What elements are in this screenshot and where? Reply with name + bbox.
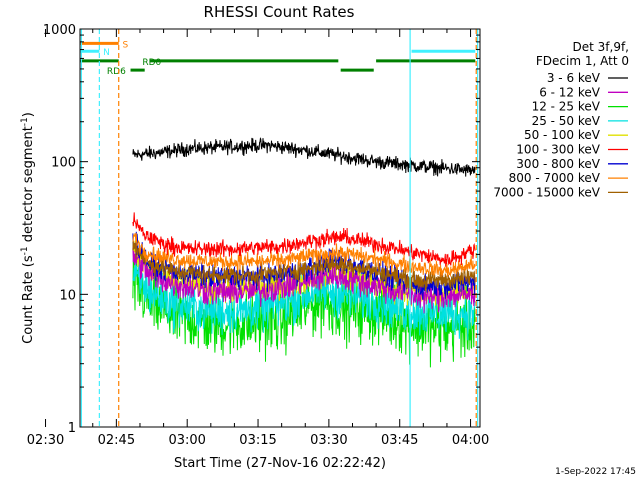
legend-label: 25 - 50 keV <box>532 114 601 128</box>
x-tick-label: 03:45 <box>381 433 418 448</box>
legend-header-2: FDecim 1, Att 0 <box>536 54 629 68</box>
flag-layer: S N RD0 RD6 <box>80 40 476 77</box>
series-layer <box>132 137 476 368</box>
y-tick-label: 10 <box>59 288 76 303</box>
legend-label: 12 - 25 keV <box>532 100 601 114</box>
vline-layer <box>80 29 479 427</box>
legend-label: 50 - 100 keV <box>524 128 601 142</box>
series-3-6-kev <box>132 137 476 177</box>
y-axis-label-part3: ) <box>21 112 36 117</box>
y-tick-label: 1000 <box>43 23 76 38</box>
legend-label: 800 - 7000 keV <box>509 171 601 185</box>
plot-frame <box>79 28 481 428</box>
series-25-50-kev <box>132 255 476 341</box>
x-tick-label: 03:15 <box>239 433 276 448</box>
y-tick-label: 1 <box>68 421 76 436</box>
y-axis-label-part2: detector segment <box>21 126 36 246</box>
flag-rd0-label: RD0 <box>142 58 161 68</box>
y-axis: 1 10 100 1000 <box>43 23 480 436</box>
x-axis: 02:30 02:45 03:00 03:15 03:30 03:45 04:00 <box>27 29 489 448</box>
footer-date: 1-Sep-2022 17:45 <box>555 467 636 477</box>
x-axis-label: Start Time (27-Nov-16 02:22:42) <box>174 456 386 471</box>
y-axis-label-sup1: -1 <box>20 246 30 255</box>
x-tick-label: 03:00 <box>168 433 205 448</box>
series-7000-15000-kev <box>132 240 476 291</box>
y-tick-label: 100 <box>51 156 76 171</box>
legend-label: 3 - 6 keV <box>547 71 601 85</box>
x-tick-label: 04:00 <box>452 433 489 448</box>
x-tick-label: 03:30 <box>310 433 347 448</box>
legend-label: 300 - 800 keV <box>516 157 600 171</box>
legend-label: 7000 - 15000 keV <box>493 185 600 199</box>
legend-label: 6 - 12 keV <box>539 85 601 99</box>
y-axis-label-part1: Count Rate (s <box>21 255 36 344</box>
flag-rd6-label: RD6 <box>107 67 126 77</box>
series-800-7000-kev <box>132 233 476 278</box>
y-axis-label-sup2: -1 <box>20 117 30 126</box>
chart-title: RHESSI Count Rates <box>204 3 355 21</box>
series-100-300-kev <box>132 212 476 267</box>
legend-label: 100 - 300 keV <box>516 143 600 157</box>
flag-s-label: S <box>123 40 129 50</box>
x-tick-label: 02:45 <box>98 433 135 448</box>
y-axis-label: Count Rate (s-1 detector segment-1) <box>20 112 36 344</box>
flag-n-label: N <box>103 48 110 58</box>
legend-header-1: Det 3f,9f, <box>573 40 630 54</box>
x-tick-label: 02:30 <box>27 433 64 448</box>
